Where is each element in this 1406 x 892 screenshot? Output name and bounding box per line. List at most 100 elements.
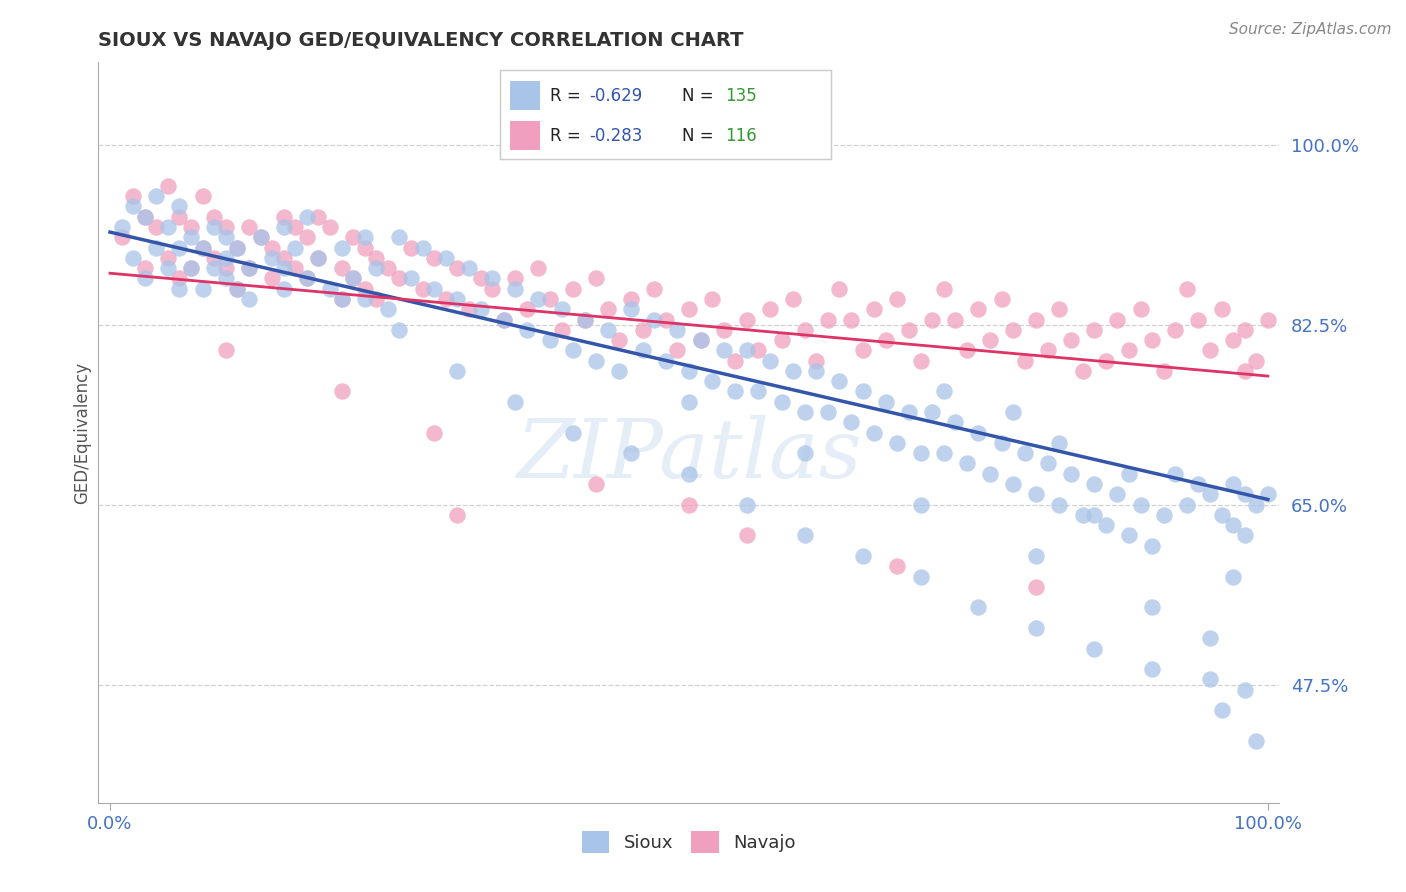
Point xyxy=(979,333,1001,347)
Point xyxy=(910,569,932,583)
Point xyxy=(273,219,295,234)
Point xyxy=(631,323,654,337)
Point xyxy=(492,312,515,326)
Point xyxy=(262,271,284,285)
Point xyxy=(215,219,238,234)
Point xyxy=(423,425,446,440)
Point xyxy=(643,312,665,326)
Point xyxy=(1175,282,1198,296)
Point xyxy=(145,219,167,234)
Point xyxy=(1036,343,1059,358)
Point xyxy=(516,302,538,317)
Point xyxy=(839,415,862,429)
Point xyxy=(1060,333,1083,347)
Point xyxy=(377,261,399,276)
Point xyxy=(330,261,353,276)
Point xyxy=(1246,734,1268,748)
Point xyxy=(793,323,815,337)
Point xyxy=(1014,353,1036,368)
Point xyxy=(238,261,260,276)
Point xyxy=(145,240,167,255)
Point xyxy=(666,323,689,337)
Point xyxy=(307,251,329,265)
Point xyxy=(863,425,886,440)
Point xyxy=(724,384,747,399)
Point xyxy=(262,251,284,265)
Point xyxy=(134,210,156,224)
Point xyxy=(215,271,238,285)
Point xyxy=(342,271,364,285)
Point xyxy=(238,292,260,306)
Point xyxy=(747,343,769,358)
Point xyxy=(1233,323,1256,337)
Point xyxy=(747,384,769,399)
Point xyxy=(886,559,908,574)
Point xyxy=(852,549,875,563)
Point xyxy=(295,271,318,285)
Point xyxy=(458,261,481,276)
Point xyxy=(956,457,979,471)
Point xyxy=(481,271,503,285)
Point xyxy=(1025,621,1047,635)
Point xyxy=(1233,364,1256,378)
Point xyxy=(215,230,238,244)
Point xyxy=(1049,498,1071,512)
Point xyxy=(678,467,700,481)
Point xyxy=(678,364,700,378)
Point xyxy=(910,446,932,460)
Point xyxy=(956,343,979,358)
Point xyxy=(689,333,711,347)
Point xyxy=(1094,518,1116,533)
Point xyxy=(1199,673,1222,687)
Point xyxy=(886,292,908,306)
Point xyxy=(342,230,364,244)
Point xyxy=(1094,353,1116,368)
Point xyxy=(609,333,631,347)
Point xyxy=(110,230,132,244)
Point xyxy=(503,282,526,296)
Point xyxy=(1129,498,1152,512)
Point xyxy=(678,498,700,512)
Point xyxy=(839,312,862,326)
Point xyxy=(1049,302,1071,317)
Point xyxy=(1153,364,1175,378)
Point xyxy=(319,282,342,296)
Point xyxy=(1233,528,1256,542)
Point xyxy=(782,292,804,306)
Point xyxy=(1211,302,1233,317)
Point xyxy=(238,219,260,234)
Point xyxy=(122,189,145,203)
Y-axis label: GED/Equivalency: GED/Equivalency xyxy=(73,361,91,504)
Point xyxy=(1025,549,1047,563)
Text: SIOUX VS NAVAJO GED/EQUIVALENCY CORRELATION CHART: SIOUX VS NAVAJO GED/EQUIVALENCY CORRELAT… xyxy=(98,30,744,50)
Legend: Sioux, Navajo: Sioux, Navajo xyxy=(575,824,803,861)
Point xyxy=(388,323,411,337)
Point xyxy=(273,210,295,224)
Point xyxy=(330,292,353,306)
Point xyxy=(399,240,422,255)
Point xyxy=(295,230,318,244)
Point xyxy=(759,302,782,317)
Point xyxy=(759,353,782,368)
Point xyxy=(284,261,307,276)
Point xyxy=(156,251,179,265)
Text: Source: ZipAtlas.com: Source: ZipAtlas.com xyxy=(1229,22,1392,37)
Point xyxy=(446,261,468,276)
Point xyxy=(735,312,758,326)
Point xyxy=(1083,641,1105,656)
Point xyxy=(180,261,202,276)
Point xyxy=(1222,518,1244,533)
Point xyxy=(1002,405,1025,419)
Point xyxy=(169,199,191,213)
Point xyxy=(1049,436,1071,450)
Point xyxy=(353,240,375,255)
Point xyxy=(1233,487,1256,501)
Point xyxy=(423,251,446,265)
Point xyxy=(215,261,238,276)
Point xyxy=(446,508,468,522)
Point xyxy=(910,498,932,512)
Point xyxy=(388,271,411,285)
Point xyxy=(793,446,815,460)
Point xyxy=(828,374,851,388)
Point xyxy=(191,240,214,255)
